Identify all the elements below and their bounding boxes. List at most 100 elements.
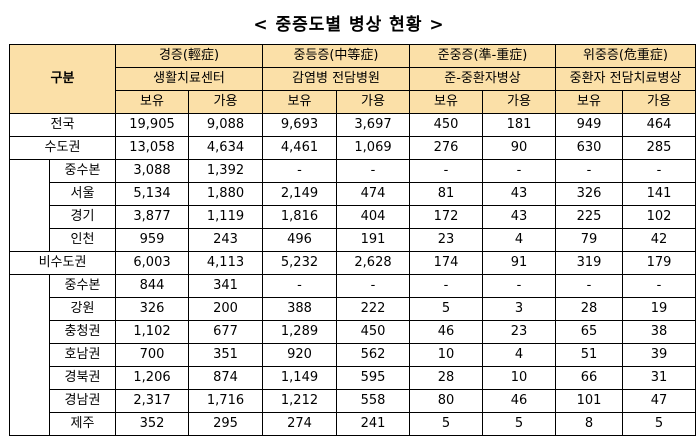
table-cell: 28 [409, 366, 483, 390]
header-group-mild: 경증(輕症) [115, 44, 263, 68]
row-label: 중수본 [49, 274, 116, 298]
table-cell: 23 [482, 320, 556, 344]
table-cell: 1,102 [115, 320, 189, 344]
row-label: 중수본 [49, 159, 116, 183]
table-cell: 3,088 [115, 159, 189, 183]
header-col: 보유 [409, 90, 483, 114]
table-cell: 6,003 [115, 251, 189, 275]
table-cell: 31 [622, 366, 696, 390]
table-cell: 677 [188, 320, 263, 344]
table-cell: 562 [336, 343, 410, 367]
row-label: 강원 [49, 297, 116, 321]
header-sub-semicritical: 준-중환자병상 [409, 67, 556, 91]
table-cell: 46 [409, 320, 483, 344]
table-cell: 2,628 [336, 251, 410, 275]
table-cell: - [409, 274, 483, 298]
header-col: 가용 [482, 90, 556, 114]
table-cell: - [555, 159, 623, 183]
table-cell: 874 [188, 366, 263, 390]
table-cell: 19 [622, 297, 696, 321]
header-group-critical: 위중증(危重症) [555, 44, 696, 68]
table-cell: 474 [336, 182, 410, 206]
table-cell: 47 [622, 389, 696, 413]
table-cell: 65 [555, 320, 623, 344]
table-row: 중수본 3,088 1,392 - - - - - - [9, 159, 696, 252]
table-cell: 102 [622, 205, 696, 229]
table-cell: 3,697 [336, 113, 410, 137]
row-label: 비수도권 [9, 251, 116, 275]
table-cell: 66 [555, 366, 623, 390]
table-cell: 79 [555, 228, 623, 252]
table-row: 전국 19,905 9,088 9,693 3,697 450 181 949 … [9, 113, 696, 137]
header-sub-critical: 중환자 전담치료병상 [555, 67, 696, 91]
table-cell: 10 [409, 343, 483, 367]
table-cell: 1,212 [262, 389, 337, 413]
row-label: 수도권 [9, 136, 116, 160]
table-cell: 595 [336, 366, 410, 390]
table-cell: 222 [336, 297, 410, 321]
table-cell: 844 [115, 274, 189, 298]
header-col: 가용 [622, 90, 696, 114]
table-cell: 101 [555, 389, 623, 413]
table-row: 수도권 13,058 4,634 4,461 1,069 276 90 630 … [9, 136, 696, 160]
table-cell: 1,206 [115, 366, 189, 390]
table-cell: 700 [115, 343, 189, 367]
table-cell: 2,317 [115, 389, 189, 413]
table-cell: 1,816 [262, 205, 337, 229]
header-sub-moderate: 감염병 전담병원 [262, 67, 410, 91]
table-row: 비수도권 6,003 4,113 5,232 2,628 174 91 319 … [9, 251, 696, 275]
header-col: 보유 [555, 90, 623, 114]
table-cell: 920 [262, 343, 337, 367]
table-cell: 3,877 [115, 205, 189, 229]
row-label: 전국 [9, 113, 116, 137]
table-cell: 4,113 [188, 251, 263, 275]
table-row: 경기 3,877 1,119 1,816 404 172 43 225 102 [10, 205, 696, 229]
table-row: 강원 326 200 388 222 5 3 28 19 [10, 297, 696, 321]
page-title: < 중증도별 병상 현황 > [253, 15, 445, 35]
header-group-moderate: 중등증(中等症) [262, 44, 410, 68]
table-cell: 4,461 [262, 136, 337, 160]
row-label: 경남권 [49, 389, 116, 413]
row-label: 경북권 [49, 366, 116, 390]
table-cell: 1,289 [262, 320, 337, 344]
table-cell: 181 [482, 113, 556, 137]
table-cell: 1,392 [188, 159, 263, 183]
header-row-columns: 보유 가용 보유 가용 보유 가용 보유 가용 [10, 90, 696, 114]
indent-cell [9, 274, 50, 436]
table-cell: 4,634 [188, 136, 263, 160]
table-cell: 464 [622, 113, 696, 137]
table-cell: 91 [482, 251, 556, 275]
table-cell: 496 [262, 228, 337, 252]
header-sub-mild: 생활치료센터 [115, 67, 263, 91]
table-cell: 276 [409, 136, 483, 160]
table-cell: 1,880 [188, 182, 263, 206]
table-cell: 450 [336, 320, 410, 344]
row-label: 인천 [49, 228, 116, 252]
bed-status-table: 구분 경증(輕症) 중등증(中等症) 준중증(準-重症) 위중증(危重症) 생활… [9, 44, 696, 436]
table-cell: 2,149 [262, 182, 337, 206]
table-cell: 1,069 [336, 136, 410, 160]
header-row-facilities: 생활치료센터 감염병 전담병원 준-중환자병상 중환자 전담치료병상 [10, 67, 696, 91]
table-cell: 3 [482, 297, 556, 321]
table-cell: 43 [482, 205, 556, 229]
table-cell: 285 [622, 136, 696, 160]
table-cell: 81 [409, 182, 483, 206]
header-col: 보유 [115, 90, 189, 114]
table-row: 경남권 2,317 1,716 1,212 558 80 46 101 47 [10, 389, 696, 413]
header-col: 보유 [262, 90, 337, 114]
table-cell: 141 [622, 182, 696, 206]
header-group-semicritical: 준중증(準-重症) [409, 44, 556, 68]
row-label: 서울 [49, 182, 116, 206]
table-cell: 46 [482, 389, 556, 413]
table-cell: 13,058 [115, 136, 189, 160]
table-row: 서울 5,134 1,880 2,149 474 81 43 326 141 [10, 182, 696, 206]
table-cell: 174 [409, 251, 483, 275]
table-cell: 39 [622, 343, 696, 367]
table-cell: 28 [555, 297, 623, 321]
table-cell: 5,134 [115, 182, 189, 206]
table-cell: 5,232 [262, 251, 337, 275]
table-cell: 450 [409, 113, 483, 137]
table-row: 충청권 1,102 677 1,289 450 46 23 65 38 [10, 320, 696, 344]
table-cell: 404 [336, 205, 410, 229]
table-cell: 4 [482, 343, 556, 367]
